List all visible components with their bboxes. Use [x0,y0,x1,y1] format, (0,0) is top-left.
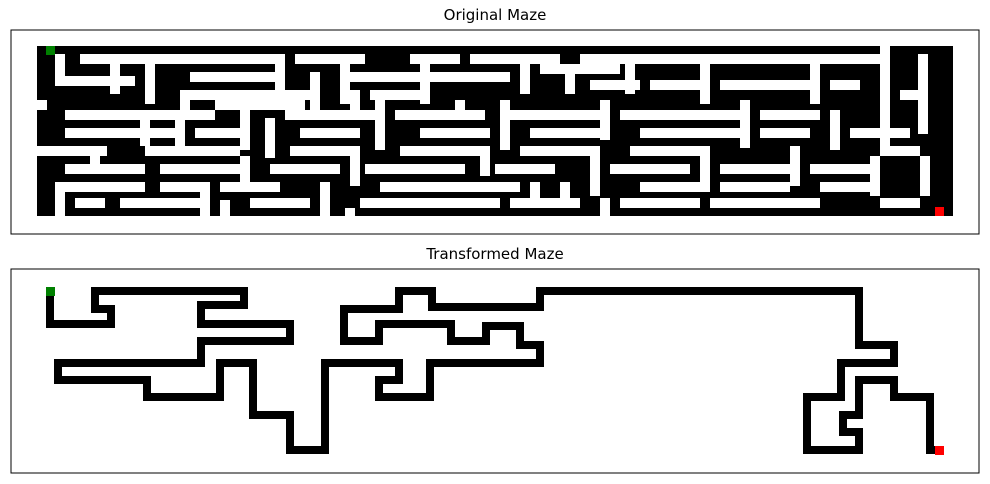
original-maze-panel [10,29,980,235]
transformed-maze-title: Transformed Maze [426,245,564,263]
transformed-maze-panel [10,268,980,474]
original-maze-corridors [37,46,930,216]
original-start-marker [46,46,55,55]
transformed-start-marker [46,287,55,296]
transformed-maze-path [46,287,941,454]
original-end-marker [935,207,944,216]
original-maze-title: Original Maze [443,6,547,24]
transformed-maze-frame [10,268,980,474]
transformed-end-marker [935,446,944,455]
